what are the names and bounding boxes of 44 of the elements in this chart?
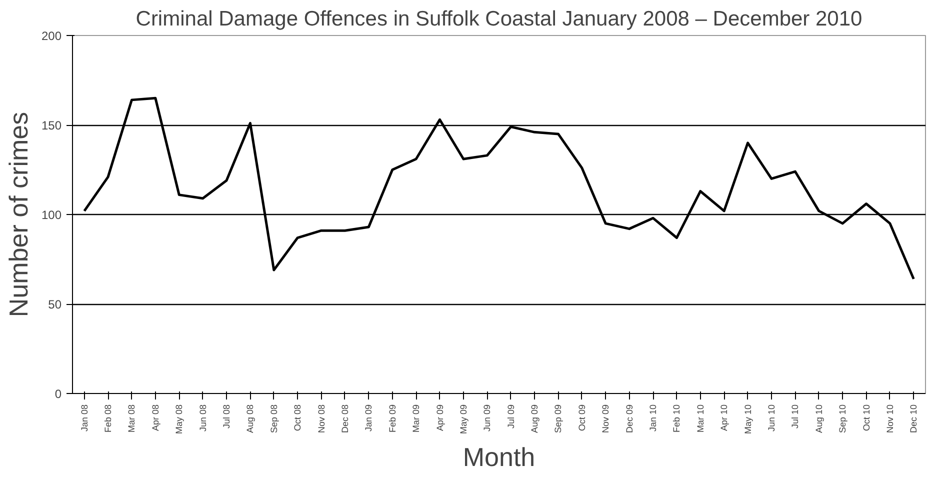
- x-tick-label: Oct 09: [576, 404, 587, 432]
- x-tick-label: Oct 08: [292, 404, 303, 432]
- x-tick-label: Apr 10: [719, 404, 730, 432]
- x-tick-label: Apr 09: [434, 404, 445, 432]
- y-tick-label: 150: [41, 118, 62, 132]
- x-tick-label: Mar 08: [126, 404, 137, 433]
- chart-title: Criminal Damage Offences in Suffolk Coastal January 2008 – December 2010: [136, 8, 862, 30]
- x-tick-label: Jul 09: [506, 404, 516, 429]
- x-tick-label: Apr 08: [150, 404, 160, 432]
- x-tick-label: Feb 08: [103, 404, 114, 433]
- x-tick-label: Aug 08: [245, 404, 256, 434]
- x-tick-label: Jun 10: [766, 404, 776, 432]
- x-tick-label: Jan 08: [79, 404, 90, 432]
- x-tick-label: May 10: [742, 404, 753, 434]
- x-tick-label: Nov 08: [316, 404, 326, 434]
- y-axis-title: Number of crimes: [3, 112, 34, 318]
- x-tick-label: Mar 10: [695, 404, 706, 433]
- x-tick-label: Oct 10: [861, 404, 872, 432]
- x-tick-label: Jun 09: [482, 404, 492, 432]
- x-tick-label: Sep 09: [553, 404, 564, 434]
- x-tick-label: Feb 10: [672, 404, 682, 433]
- x-tick-label: Mar 09: [411, 404, 422, 433]
- x-tick-label: Feb 09: [387, 404, 398, 433]
- x-tick-label: Sep 08: [268, 404, 279, 434]
- x-tick-label: Jul 08: [222, 404, 232, 429]
- x-tick-label: Dec 09: [624, 404, 634, 434]
- x-tick-label: May 09: [458, 404, 468, 434]
- y-tick-label: 100: [41, 208, 62, 222]
- x-tick-label: Jun 08: [198, 404, 208, 432]
- x-tick-label: Aug 10: [814, 404, 824, 434]
- x-tick-label: Nov 09: [600, 404, 611, 434]
- y-tick-label: 50: [48, 298, 62, 312]
- y-tick-label: 200: [41, 29, 62, 43]
- x-tick-label: Aug 09: [530, 404, 540, 434]
- x-tick-label: Sep 10: [838, 404, 848, 434]
- x-tick-label: Nov 10: [884, 404, 895, 434]
- x-tick-label: May 08: [174, 404, 184, 434]
- x-tick-label: Jan 10: [648, 404, 658, 432]
- x-axis-title: Month: [462, 442, 536, 472]
- x-tick-label: Jan 09: [364, 404, 374, 432]
- x-tick-label: Dec 08: [340, 404, 350, 434]
- x-tick-label: Jul 10: [790, 404, 800, 429]
- x-tick-label: Dec 10: [908, 404, 919, 434]
- y-tick-label: 0: [54, 387, 62, 401]
